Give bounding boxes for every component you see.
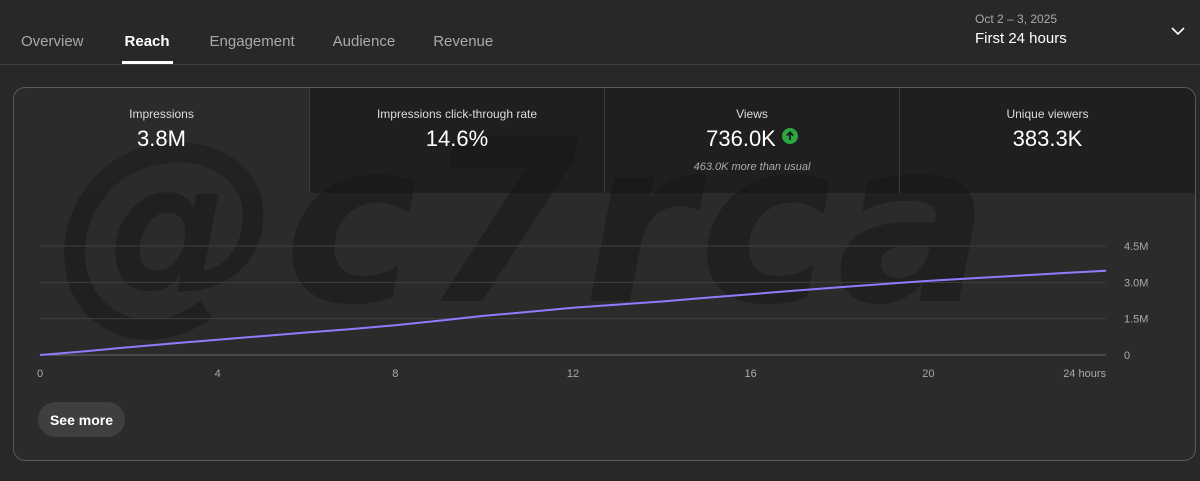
metric-value: 14.6% <box>425 126 489 151</box>
metric-unique-viewers[interactable]: Unique viewers 383.3K <box>900 88 1195 193</box>
y-tick-label: 3.0M <box>1124 277 1148 289</box>
metric-value-row: 736.0K <box>605 126 899 152</box>
metric-impressions[interactable]: Impressions 3.8M <box>14 88 310 193</box>
see-more-button[interactable]: See more <box>38 402 125 437</box>
tab-audience[interactable]: Audience <box>332 33 396 50</box>
date-range-text: Oct 2 – 3, 2025 <box>975 12 1058 26</box>
chevron-down-icon <box>1171 27 1185 36</box>
x-tick-label: 0 <box>37 368 43 380</box>
date-range-picker[interactable]: Oct 2 – 3, 2025 First 24 hours <box>975 10 1190 54</box>
tab-bar: Overview Reach Engagement Audience Reven… <box>0 0 493 64</box>
y-tick-label: 4.5M <box>1124 241 1148 253</box>
impressions-line <box>39 269 1107 356</box>
metric-views[interactable]: Views 736.0K 463.0K more than usual <box>605 88 900 193</box>
arrow-up-circle-icon <box>781 128 798 144</box>
metric-ctr[interactable]: Impressions click-through rate 14.6% <box>310 88 605 193</box>
x-tick-label: 4 <box>215 368 221 380</box>
tab-engagement[interactable]: Engagement <box>209 33 295 50</box>
metric-value: 736.0K <box>706 126 776 151</box>
metric-tabs: Impressions 3.8M Impressions click-throu… <box>14 88 1195 193</box>
y-tick-label: 1.5M <box>1124 314 1148 326</box>
date-range-label: First 24 hours <box>975 30 1067 47</box>
metric-label: Unique viewers <box>1006 107 1089 121</box>
reach-card: @c7rca Impressions 3.8M Impressions clic… <box>13 87 1196 461</box>
y-tick-label: 0 <box>1124 350 1130 362</box>
top-bar: Overview Reach Engagement Audience Reven… <box>0 0 1200 65</box>
metric-value: 3.8M <box>137 126 186 151</box>
tab-overview[interactable]: Overview <box>21 33 84 50</box>
metric-label: Views <box>736 107 768 121</box>
tab-reach[interactable]: Reach <box>121 0 173 64</box>
metric-label: Impressions <box>129 107 194 121</box>
x-tick-label: 8 <box>392 368 398 380</box>
metric-value: 383.3K <box>1012 126 1083 151</box>
x-tick-label: 24 hours <box>1063 368 1106 380</box>
impressions-line-chart[interactable]: 0 1.5M 3.0M 4.5M 0 4 8 12 16 20 24 hours <box>14 88 1195 398</box>
x-tick-label: 20 <box>922 368 934 380</box>
x-tick-label: 16 <box>745 368 757 380</box>
tab-revenue[interactable]: Revenue <box>433 33 494 50</box>
metric-subtext: 463.0K more than usual <box>693 161 811 173</box>
metric-label: Impressions click-through rate <box>376 107 538 121</box>
x-tick-label: 12 <box>567 368 579 380</box>
